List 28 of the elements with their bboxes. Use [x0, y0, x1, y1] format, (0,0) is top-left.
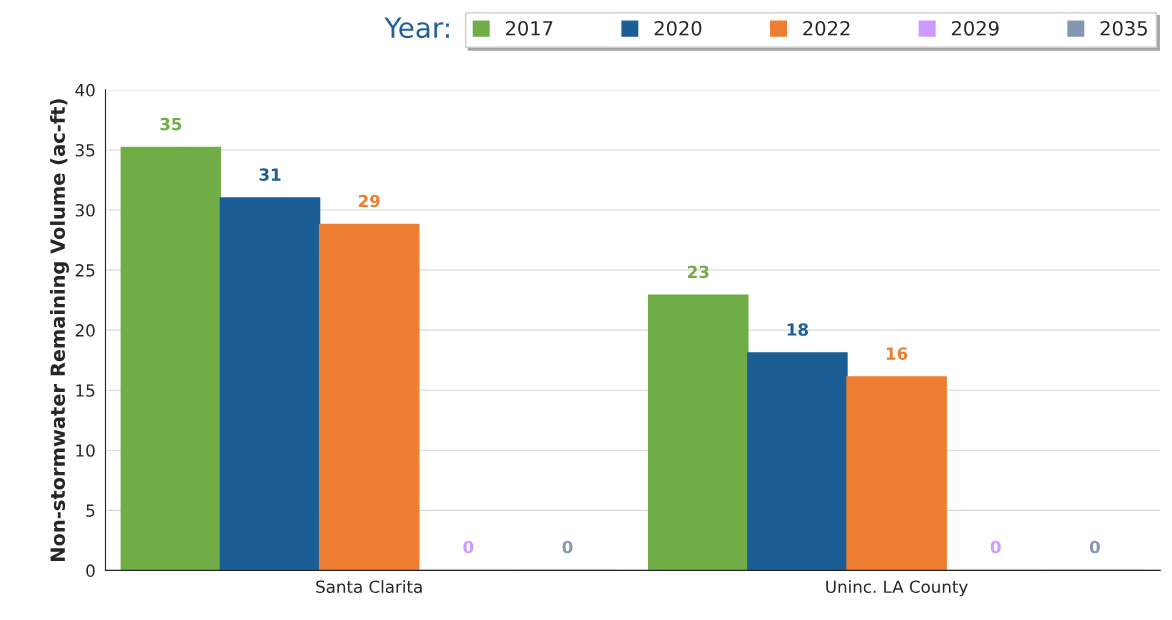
legend-title: Year:: [384, 17, 449, 39]
y-axis-title: Non-stormwater Remaining Volume (ac-ft): [50, 99, 69, 561]
data-label: 0: [463, 540, 474, 554]
legend-label: 2017: [505, 20, 553, 36]
y-tick-label: 40: [75, 83, 95, 97]
legend-label: 2035: [1100, 20, 1147, 36]
y-tick-label: 15: [76, 384, 95, 397]
data-label: 18: [787, 323, 808, 336]
y-tick-label: 0: [86, 564, 95, 577]
data-label: 0: [990, 540, 1001, 554]
x-tick-label: Santa Clarita: [316, 580, 422, 594]
data-label: 29: [358, 194, 380, 208]
y-tick-label: 25: [75, 264, 95, 277]
data-label: 16: [886, 347, 908, 360]
data-label: 0: [1089, 540, 1100, 554]
data-label: 35: [160, 117, 182, 131]
y-tick-label: 5: [86, 504, 95, 517]
data-label: 23: [688, 265, 709, 279]
legend-label: 2029: [951, 20, 999, 36]
y-tick-label: 35: [75, 143, 95, 157]
x-tick-label: Uninc. LA County: [826, 580, 968, 597]
data-label: 31: [259, 168, 281, 181]
legend-label: 2022: [803, 20, 850, 36]
y-tick-label: 10: [76, 444, 95, 457]
y-tick-label: 30: [75, 203, 95, 217]
data-label: 0: [562, 540, 573, 554]
legend-label: 2020: [654, 20, 702, 36]
y-tick-label: 20: [75, 324, 95, 337]
